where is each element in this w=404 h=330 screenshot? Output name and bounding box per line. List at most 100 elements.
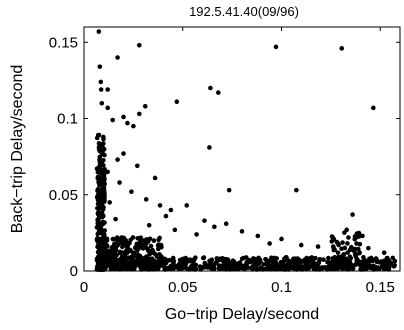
- y-tick-label: 0.1: [57, 111, 78, 128]
- data-point: [335, 250, 341, 255]
- data-point: [98, 87, 104, 92]
- data-point: [218, 263, 223, 269]
- data-point: [371, 105, 376, 111]
- data-point: [120, 250, 125, 255]
- data-point: [326, 260, 332, 265]
- data-point: [271, 255, 277, 261]
- data-point: [347, 262, 353, 268]
- data-point: [111, 236, 116, 242]
- data-point: [329, 239, 335, 244]
- data-point: [113, 244, 119, 250]
- data-point: [101, 134, 106, 140]
- data-point: [142, 104, 148, 109]
- data-point: [102, 193, 107, 199]
- data-point: [110, 117, 115, 123]
- data-point: [117, 180, 122, 185]
- data-point: [299, 266, 305, 272]
- data-point: [392, 258, 398, 264]
- data-point: [124, 244, 130, 249]
- data-point: [226, 187, 232, 193]
- data-point: [98, 228, 104, 234]
- data-point: [122, 262, 127, 267]
- data-point: [294, 187, 299, 193]
- data-point: [94, 225, 100, 230]
- data-point: [320, 265, 325, 270]
- data-point: [141, 238, 147, 244]
- data-point: [344, 227, 349, 233]
- data-point: [297, 262, 302, 268]
- data-point: [137, 239, 143, 245]
- data-point: [143, 197, 149, 202]
- data-point: [99, 148, 104, 154]
- data-point: [355, 246, 361, 252]
- data-point: [101, 185, 107, 191]
- data-point: [115, 157, 120, 162]
- data-point: [283, 255, 288, 261]
- data-point: [321, 257, 326, 262]
- data-point: [343, 265, 349, 271]
- data-point: [345, 241, 350, 246]
- data-point: [310, 260, 316, 266]
- data-point: [260, 266, 266, 272]
- data-point: [170, 255, 176, 261]
- data-point: [375, 265, 381, 270]
- data-point: [289, 264, 294, 270]
- data-point: [154, 254, 160, 260]
- data-point: [151, 267, 156, 272]
- data-point: [98, 225, 103, 231]
- data-point: [202, 261, 208, 266]
- data-point: [95, 194, 101, 200]
- data-point: [280, 263, 286, 268]
- data-point: [109, 259, 114, 265]
- data-point: [147, 252, 152, 257]
- x-axis-label: Go−trip Delay/second: [165, 306, 319, 323]
- data-point: [150, 261, 156, 267]
- data-point: [200, 255, 206, 261]
- data-point: [209, 257, 215, 263]
- data-point: [254, 260, 260, 266]
- data-point: [374, 257, 379, 262]
- data-point: [138, 262, 144, 267]
- data-point: [243, 255, 249, 260]
- data-point: [139, 267, 144, 272]
- data-point: [121, 114, 126, 120]
- data-point: [346, 235, 351, 240]
- data-point: [113, 216, 118, 222]
- data-point: [115, 55, 120, 60]
- data-point: [133, 244, 139, 250]
- data-point: [98, 267, 104, 272]
- data-point: [184, 203, 189, 208]
- data-point: [223, 221, 229, 227]
- data-point: [194, 232, 199, 237]
- data-point: [174, 99, 180, 105]
- data-point: [121, 151, 126, 156]
- data-point: [148, 243, 154, 249]
- data-point: [135, 235, 140, 241]
- data-point: [353, 252, 359, 257]
- data-point: [119, 266, 124, 272]
- data-point: [135, 163, 140, 169]
- data-point: [96, 29, 102, 34]
- data-point: [143, 256, 149, 261]
- data-point: [115, 261, 120, 267]
- data-point: [152, 175, 158, 181]
- data-point: [332, 247, 337, 253]
- data-point: [103, 254, 109, 260]
- data-point: [127, 248, 133, 254]
- data-point: [142, 261, 147, 267]
- data-point: [348, 244, 354, 250]
- data-point: [129, 189, 134, 194]
- data-point: [113, 241, 119, 246]
- data-point: [108, 267, 114, 272]
- data-point: [95, 188, 100, 194]
- data-point: [102, 220, 107, 225]
- data-point: [330, 256, 336, 261]
- data-point: [364, 262, 370, 268]
- data-point: [306, 259, 311, 265]
- data-point: [265, 266, 271, 271]
- data-point: [387, 264, 392, 269]
- data-point: [248, 259, 253, 265]
- data-point: [163, 213, 169, 219]
- data-point: [212, 224, 217, 230]
- data-point: [205, 265, 211, 270]
